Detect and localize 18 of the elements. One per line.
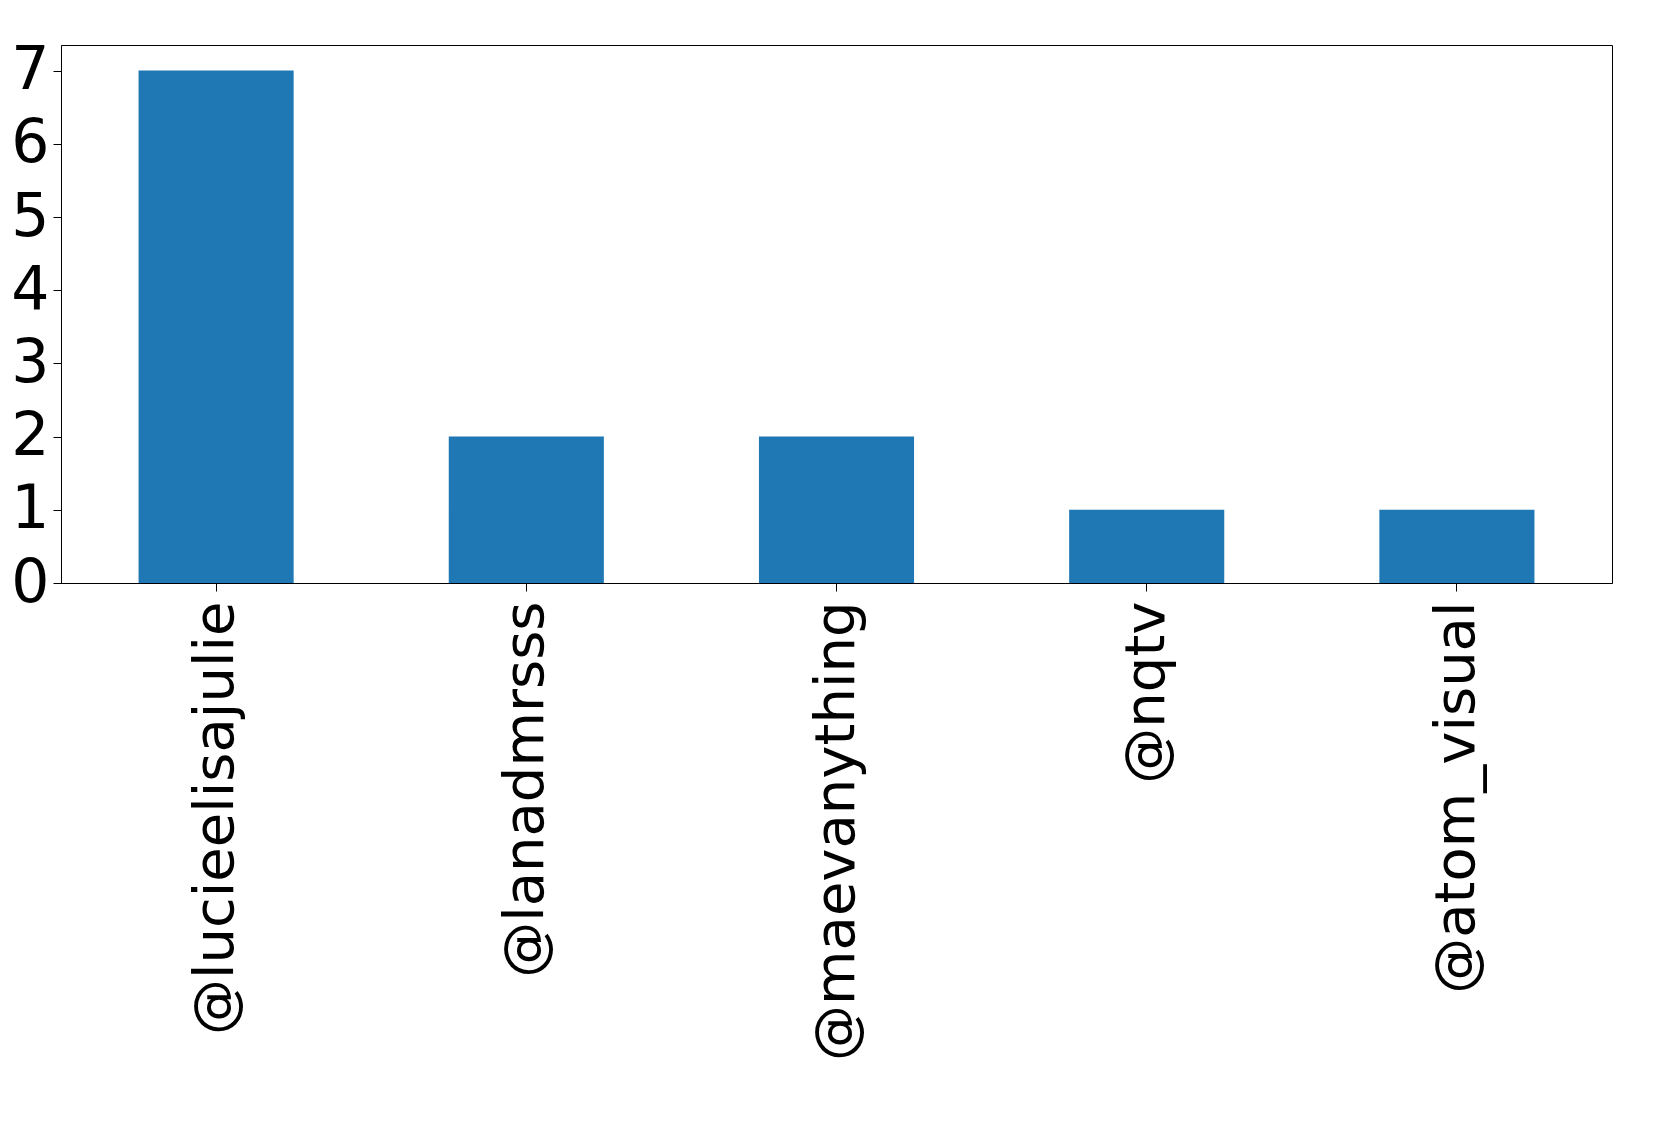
bar	[1379, 509, 1535, 583]
y-tick-label: 3	[11, 325, 50, 396]
x-tick-label: @lanadmrsss	[491, 601, 557, 978]
bar	[758, 436, 915, 583]
y-tick-label: 2	[11, 399, 50, 470]
y-tick-label: 5	[11, 179, 50, 250]
y-tick-label: 0	[11, 545, 50, 616]
bar	[138, 70, 294, 583]
y-tick-label: 4	[11, 252, 50, 323]
x-tick-label: @nqtv	[1111, 601, 1177, 784]
bar	[1069, 509, 1225, 583]
y-tick-label: 6	[11, 106, 50, 177]
x-tick-label: @maevanything	[801, 601, 867, 1061]
x-tick-label: @lucieelisajulie	[181, 601, 247, 1036]
y-tick-label: 1	[11, 472, 50, 543]
x-tick-label: @atom_visual	[1421, 601, 1487, 994]
y-tick-label: 7	[11, 33, 50, 104]
bar	[448, 436, 604, 583]
